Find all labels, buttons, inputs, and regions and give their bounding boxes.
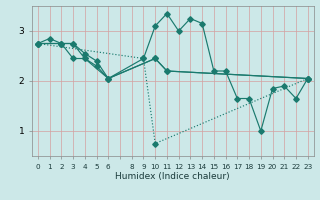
X-axis label: Humidex (Indice chaleur): Humidex (Indice chaleur) [116, 172, 230, 181]
